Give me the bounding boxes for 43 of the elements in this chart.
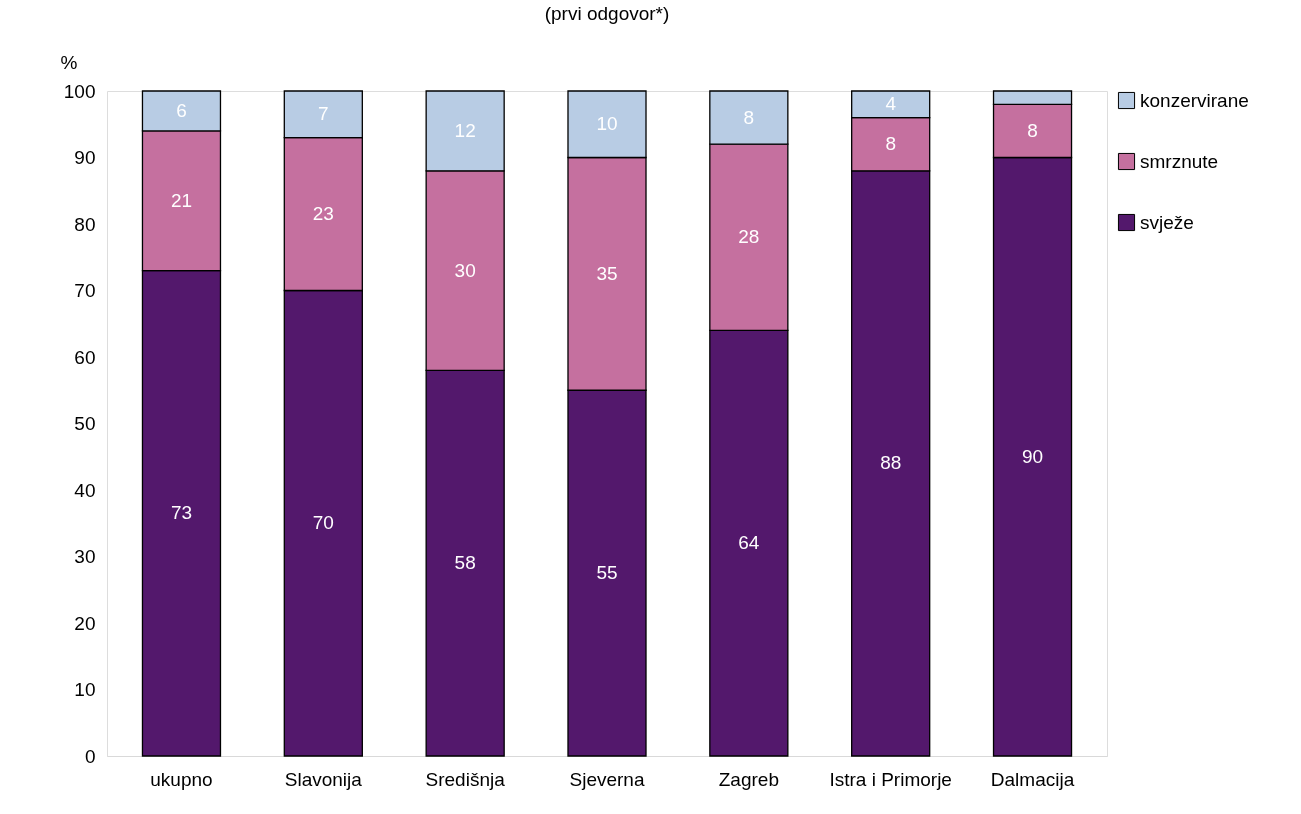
y-tick-label: 100 — [63, 80, 96, 102]
data-label: 10 — [596, 113, 618, 135]
y-tick-label: 50 — [74, 413, 96, 434]
chart-title: (prvi odgovor*) — [544, 3, 670, 24]
y-tick-label: 0 — [84, 745, 96, 767]
x-tick-label: ukupno — [150, 768, 213, 790]
y-tick-label: 70 — [74, 280, 96, 301]
data-label: 88 — [880, 452, 902, 474]
data-label: 58 — [454, 552, 476, 574]
data-label: 23 — [312, 203, 334, 225]
data-label: 28 — [738, 226, 760, 248]
y-tick-label: 60 — [74, 346, 96, 368]
legend-label: svježe — [1140, 211, 1194, 233]
data-label: 12 — [454, 119, 476, 141]
data-label: 8 — [885, 133, 896, 155]
data-label: 64 — [738, 532, 760, 554]
y-tick-label: 80 — [74, 213, 96, 235]
x-tick-label: Zagreb — [718, 768, 779, 790]
data-label: 73 — [170, 502, 193, 524]
y-tick-label: 40 — [74, 479, 96, 501]
data-label: 7 — [318, 103, 329, 125]
x-tick-label: Središnja — [425, 768, 506, 790]
y-tick-label: 90 — [74, 147, 96, 168]
data-label: 70 — [312, 512, 334, 534]
data-label: 35 — [596, 262, 618, 284]
data-label: 8 — [743, 106, 755, 128]
legend-label: smrznute — [1140, 150, 1219, 172]
data-label: 6 — [176, 99, 187, 121]
x-tick-label: Dalmacija — [990, 768, 1075, 790]
x-tick-label: Slavonija — [284, 768, 363, 790]
x-tick-label: Istra i Primorje — [829, 768, 952, 790]
data-label: 4 — [885, 93, 897, 115]
x-tick-label: Sjeverna — [569, 768, 645, 790]
y-axis-title: % — [60, 52, 78, 73]
data-label: 30 — [454, 259, 476, 281]
data-label: 21 — [170, 189, 193, 211]
y-tick-label: 20 — [74, 612, 96, 634]
y-tick-label: 10 — [74, 679, 96, 700]
data-label: 8 — [1027, 119, 1038, 141]
data-label: 55 — [596, 562, 618, 584]
y-tick-label: 30 — [74, 546, 96, 567]
data-label: 90 — [1021, 445, 1044, 467]
legend-label: konzervirane — [1140, 89, 1249, 111]
